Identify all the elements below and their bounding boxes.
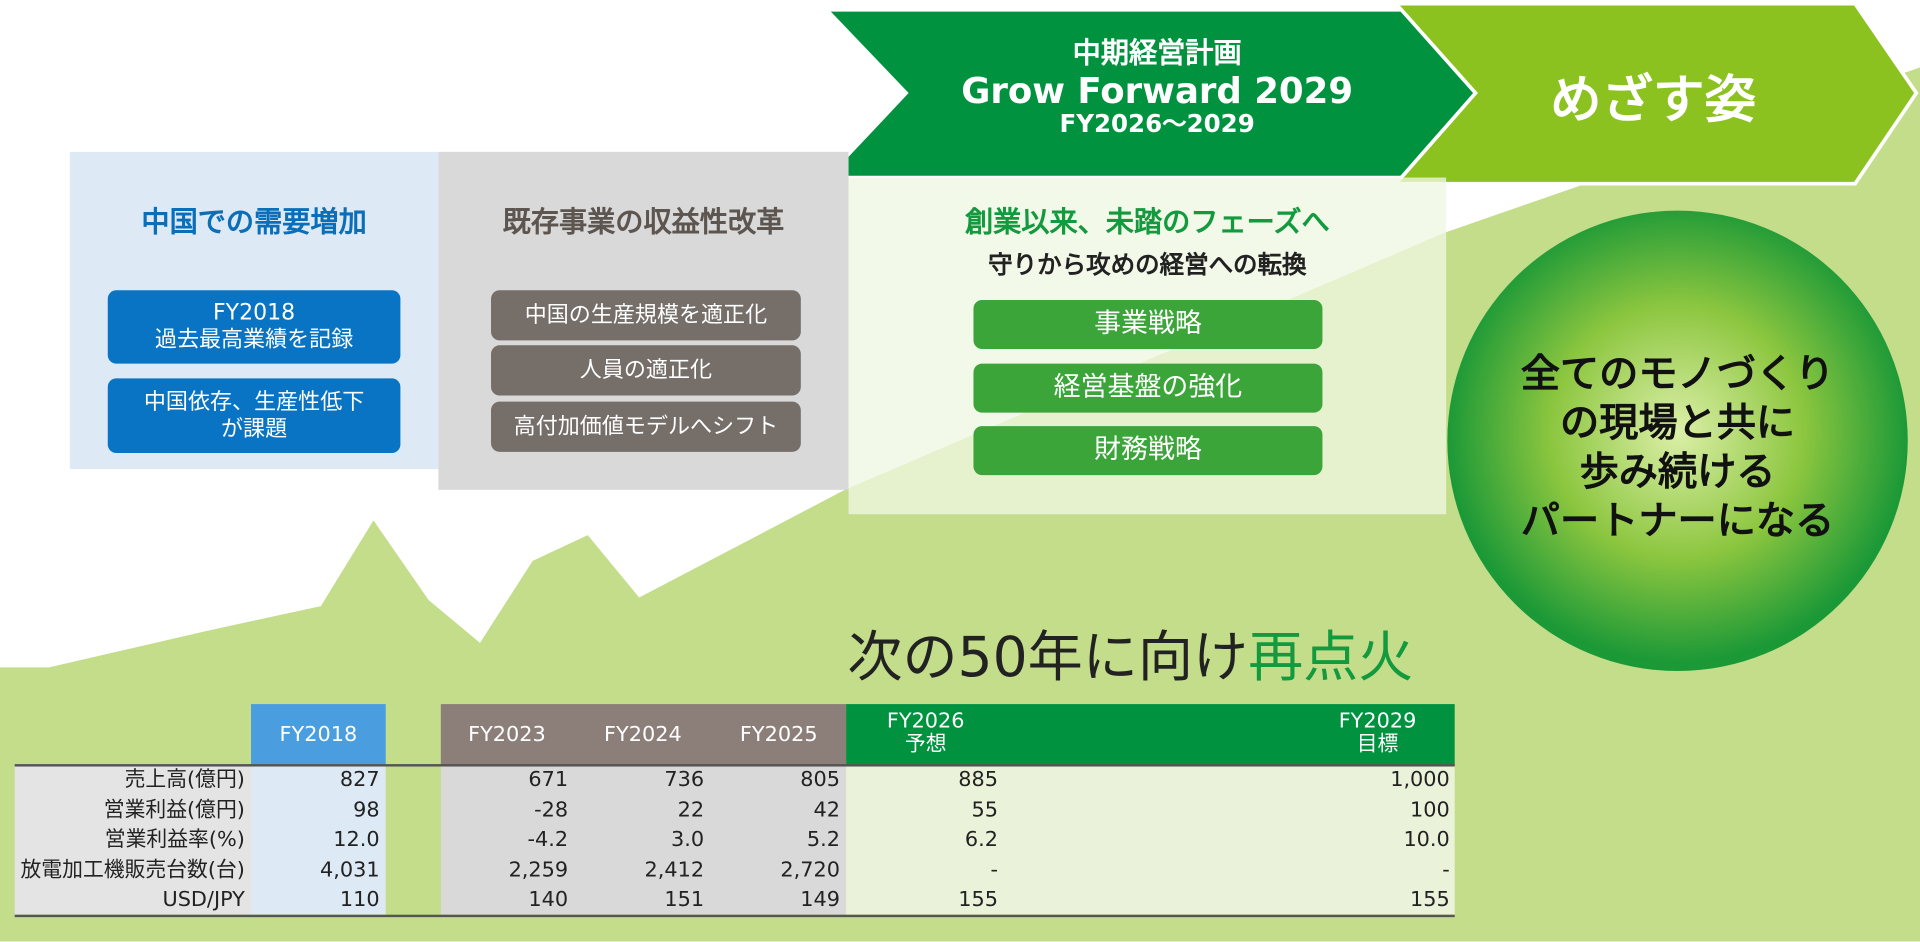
table-cell: 827	[339, 767, 380, 793]
plan-period: FY2026～2029	[1059, 108, 1255, 139]
table-cell: 4,031	[319, 857, 380, 883]
item-line: 中国依存、生産性低下	[143, 388, 365, 415]
column-header: FY2023	[468, 722, 546, 747]
row-label: USD/JPY	[162, 887, 245, 913]
table-cell: 100	[1410, 797, 1450, 823]
item-line: 過去最高業績を記録	[154, 326, 354, 353]
goal-arrow	[1391, 1, 1919, 186]
column-header: 予想	[904, 732, 947, 757]
table-cell: 155	[958, 887, 998, 913]
table-cell: 6.2	[964, 827, 998, 853]
rule	[14, 764, 1455, 767]
item-line: が課題	[221, 415, 288, 442]
panel-item: 事業戦略	[973, 300, 1323, 349]
table-cell: 22	[677, 797, 705, 823]
table-cell: 110	[339, 887, 380, 913]
table-cell: 2,412	[644, 857, 705, 883]
column-bg	[440, 766, 847, 915]
panel-item: 中国の生産規模を適正化	[491, 290, 801, 341]
header-bg	[251, 704, 386, 766]
plan-banner: 中期経営計画 Grow Forward 2029 FY2026～2029	[906, 37, 1408, 137]
panel: 創業以来、未踏のフェーズへ 守りから攻めの経営への転換 事業戦略 経営基盤の強化…	[848, 177, 1447, 515]
table-cell: 42	[813, 797, 841, 823]
table-cell: 736	[664, 767, 705, 793]
table-cell: -28	[534, 797, 569, 823]
vision-line: の現場と共に	[1559, 399, 1796, 446]
slogan: 次の50年に向け再点火	[847, 612, 1413, 692]
vision-line: 歩み続ける	[1579, 448, 1776, 495]
vision: 全てのモノづくり の現場と共に 歩み続ける パートナーになる	[1457, 349, 1898, 545]
panel-title: 中国での需要増加	[141, 206, 367, 239]
table-cell: -4.2	[527, 827, 569, 853]
column-bg	[251, 766, 386, 915]
row-label: 営業利益(億円)	[103, 797, 245, 823]
table-cell: 140	[528, 887, 569, 913]
panel-subtitle: 守りから攻めの経営への転換	[988, 249, 1307, 280]
column-header: FY2025	[739, 722, 818, 747]
table-cell: 805	[800, 767, 841, 793]
column-header: FY2026	[886, 708, 965, 734]
goal-banner: めざす姿	[1550, 69, 1756, 130]
table-cell: 1,000	[1390, 767, 1450, 793]
panel: 既存事業の収益性改革 中国の生産規模を適正化 人員の適正化 高付加価値モデルへシ…	[438, 151, 849, 490]
panel-item: FY2018 過去最高業績を記録	[107, 290, 401, 364]
panel-item: 経営基盤の強化	[973, 363, 1323, 413]
table-cell: 3.0	[670, 827, 705, 853]
table-cell: 98	[353, 797, 380, 823]
table-cell: -	[1442, 857, 1450, 883]
vision-line: 全てのモノづくり	[1520, 350, 1835, 397]
table-cell: 671	[528, 767, 569, 793]
column-header: FY2024	[604, 722, 682, 747]
table-cell: 2,720	[780, 857, 841, 883]
panel: 中国での需要増加 FY2018 過去最高業績を記録 中国依存、生産性低下 が課題	[69, 151, 439, 469]
label-column	[14, 766, 252, 915]
row-label: 営業利益率(%)	[104, 827, 245, 853]
plan-subtitle: Grow Forward 2029	[961, 69, 1354, 112]
table-cell: 151	[664, 887, 705, 913]
table-cell: 2,259	[508, 857, 569, 883]
slogan-text: 次の50年に向け	[847, 624, 1249, 690]
table-cell: 149	[800, 887, 841, 913]
item-line: FY2018	[212, 300, 296, 326]
table-cell: 55	[971, 797, 998, 823]
column-bg	[846, 766, 1455, 915]
panel-title: 創業以来、未踏のフェーズへ	[964, 206, 1330, 239]
header-bg	[440, 704, 847, 766]
vision-line: パートナーになる	[1520, 497, 1835, 544]
table-cell: 10.0	[1403, 827, 1450, 853]
row-label: 放電加工機販売台数(台)	[20, 857, 245, 883]
column-header: 目標	[1356, 732, 1399, 757]
vision-circle	[1447, 210, 1908, 672]
plan-title: 中期経営計画	[1072, 37, 1242, 70]
panel-item: 中国依存、生産性低下 が課題	[107, 378, 401, 454]
panel-item: 人員の適正化	[491, 345, 801, 396]
table-cell: 885	[958, 767, 998, 793]
table-cell: 5.2	[806, 827, 841, 853]
table-cell: -	[990, 857, 998, 883]
header-bg	[846, 704, 1455, 766]
table-cell: 155	[1410, 887, 1450, 913]
panel-item: 高付加価値モデルへシフト	[491, 401, 801, 452]
row-label: 売上高(億円)	[124, 767, 245, 793]
column-header: FY2018	[279, 722, 358, 747]
column-header: FY2029	[1338, 708, 1417, 734]
rule	[14, 914, 1455, 918]
table-cell: 12.0	[333, 827, 380, 853]
panel-item: 財務戦略	[973, 426, 1323, 476]
panel-title: 既存事業の収益性改革	[502, 206, 785, 239]
slogan-highlight: 再点火	[1248, 624, 1414, 690]
